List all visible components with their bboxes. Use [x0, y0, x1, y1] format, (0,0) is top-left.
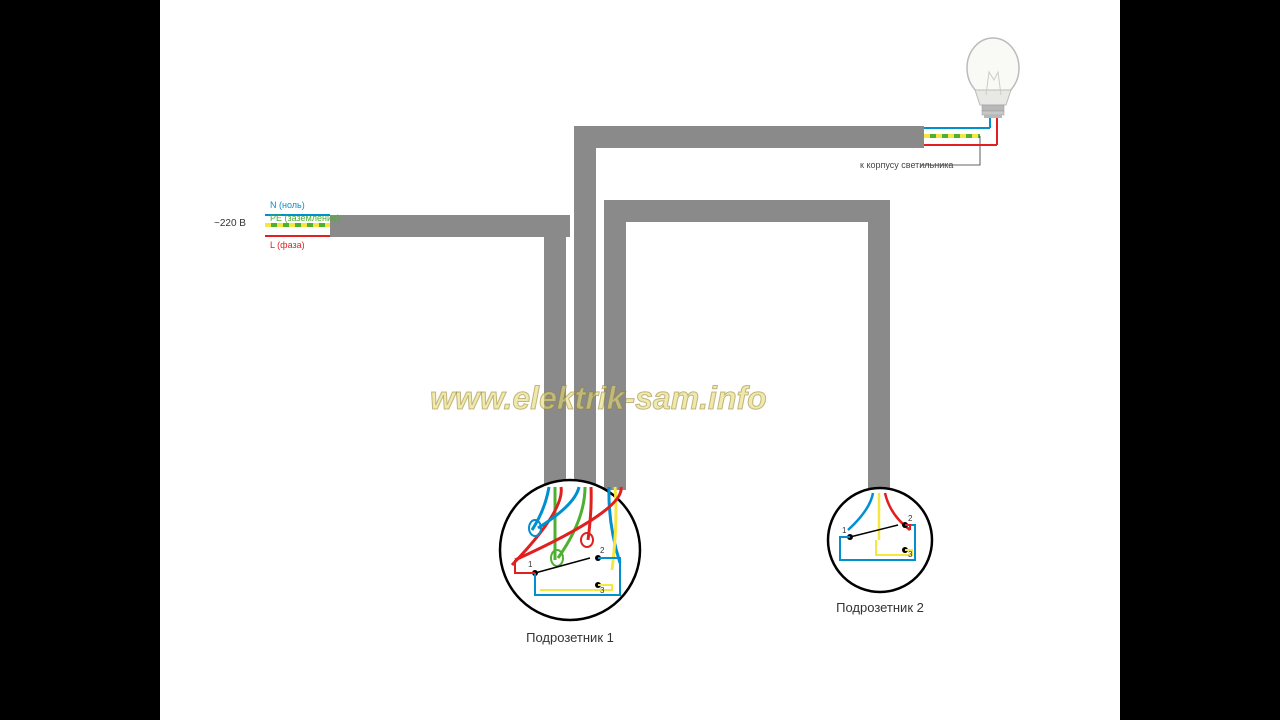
box1-label: Подрозетник 1: [520, 630, 620, 645]
box1-terminal-2: 2: [600, 546, 604, 555]
junction-box-2: [828, 488, 932, 592]
box1-terminal-3: 3: [600, 586, 604, 595]
box1-terminal-1: 1: [528, 560, 532, 569]
watermark-text: www.elektrik-sam.info: [430, 380, 767, 417]
box2-terminal-2: 2: [908, 514, 912, 523]
box2-terminal-3: 3: [908, 550, 912, 559]
neutral-legend: N (ноль): [270, 200, 305, 210]
ground-legend: PE (заземление): [270, 213, 340, 223]
voltage-label: ~220 В: [214, 218, 246, 229]
lamp-wires: [920, 110, 997, 165]
wiring-diagram: [160, 0, 1120, 720]
live-legend: L (фаза): [270, 240, 305, 250]
junction-box-1: [500, 480, 640, 620]
diagram-canvas: ~220 В N (ноль) PE (заземление) L (фаза)…: [160, 0, 1120, 720]
bulb-icon: [967, 38, 1019, 118]
conduits: [330, 126, 924, 495]
lamp-body-note: к корпусу светильника: [860, 160, 953, 170]
box2-label: Подрозетник 2: [830, 600, 930, 615]
box2-terminal-1: 1: [842, 526, 846, 535]
